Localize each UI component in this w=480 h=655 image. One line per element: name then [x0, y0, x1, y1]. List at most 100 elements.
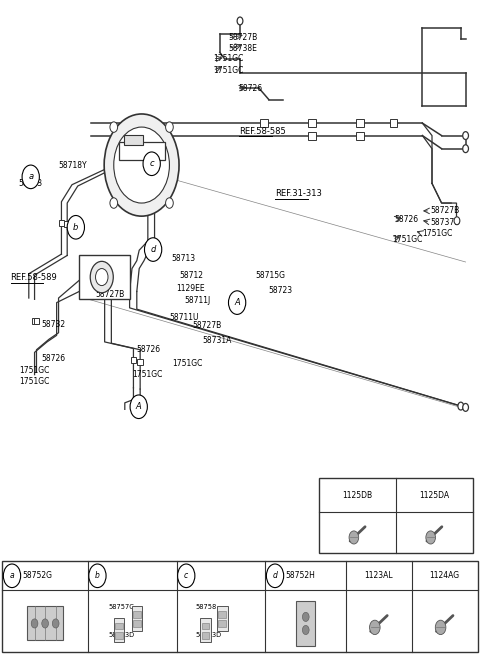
Text: REF.58-585: REF.58-585 — [239, 126, 286, 136]
Bar — [137, 359, 143, 364]
FancyBboxPatch shape — [319, 478, 473, 553]
Circle shape — [463, 145, 468, 153]
Circle shape — [266, 564, 284, 588]
Circle shape — [104, 114, 179, 216]
Bar — [261, 119, 268, 127]
Bar — [131, 358, 136, 363]
Circle shape — [130, 395, 147, 419]
Circle shape — [237, 17, 243, 25]
Text: 58753D: 58753D — [196, 631, 222, 637]
Text: 58752G: 58752G — [23, 571, 53, 580]
Bar — [218, 611, 226, 618]
Circle shape — [463, 403, 468, 411]
Text: 58723: 58723 — [268, 286, 292, 295]
Text: 58727B: 58727B — [228, 33, 258, 43]
Text: b: b — [73, 223, 79, 232]
Text: 58726: 58726 — [395, 215, 419, 224]
Text: a: a — [10, 571, 14, 580]
Circle shape — [349, 531, 359, 544]
Bar — [34, 318, 39, 324]
Text: 58738E: 58738E — [228, 44, 257, 53]
Bar — [59, 219, 64, 225]
Text: 58727B: 58727B — [431, 206, 460, 215]
Circle shape — [90, 261, 113, 293]
Circle shape — [166, 122, 173, 132]
Bar — [296, 601, 315, 646]
Text: d: d — [150, 245, 156, 254]
Bar — [202, 623, 209, 629]
Bar — [115, 632, 123, 639]
Bar — [202, 632, 209, 639]
Text: 58711J: 58711J — [184, 296, 211, 305]
Text: 58711U: 58711U — [169, 312, 199, 322]
Text: c: c — [184, 571, 188, 580]
Bar — [200, 618, 211, 643]
Text: 58726: 58726 — [238, 84, 262, 93]
Text: a: a — [28, 172, 33, 181]
Circle shape — [426, 531, 435, 544]
Text: 58713: 58713 — [171, 253, 195, 263]
FancyBboxPatch shape — [79, 255, 130, 299]
Circle shape — [3, 564, 21, 588]
Text: d: d — [273, 571, 277, 580]
Text: 58715G: 58715G — [256, 271, 286, 280]
Circle shape — [110, 198, 118, 208]
Circle shape — [67, 215, 84, 239]
Bar — [64, 221, 70, 227]
Circle shape — [42, 619, 48, 628]
Bar — [356, 132, 364, 140]
Circle shape — [110, 122, 118, 132]
Text: 58752H: 58752H — [286, 571, 315, 580]
Circle shape — [143, 152, 160, 176]
Bar — [115, 623, 123, 629]
Text: 58718Y: 58718Y — [59, 160, 87, 170]
Bar — [32, 318, 37, 324]
Text: b: b — [95, 571, 100, 580]
Circle shape — [89, 564, 106, 588]
Circle shape — [22, 165, 39, 189]
Circle shape — [435, 620, 446, 635]
Text: 58731A: 58731A — [202, 336, 231, 345]
Text: 1123AL: 1123AL — [365, 571, 393, 580]
Text: 1751GC: 1751GC — [213, 54, 243, 64]
Text: 1751GC: 1751GC — [132, 370, 163, 379]
Circle shape — [228, 291, 246, 314]
Bar — [309, 132, 316, 140]
Text: 58757C: 58757C — [108, 605, 134, 610]
Text: A: A — [234, 298, 240, 307]
Text: 58758: 58758 — [196, 605, 217, 610]
Text: 58727B: 58727B — [192, 321, 222, 330]
Text: 58423: 58423 — [18, 179, 42, 188]
Circle shape — [454, 217, 460, 225]
Circle shape — [166, 198, 173, 208]
Text: 1129EE: 1129EE — [177, 284, 205, 293]
Circle shape — [96, 269, 108, 286]
Circle shape — [302, 626, 309, 635]
Bar — [132, 606, 142, 631]
Circle shape — [370, 620, 380, 635]
Text: 1125DA: 1125DA — [420, 491, 449, 500]
Bar — [356, 119, 364, 127]
Text: REF.58-589: REF.58-589 — [11, 273, 57, 282]
Bar — [218, 620, 226, 627]
Text: 1751GC: 1751GC — [20, 365, 50, 375]
Circle shape — [31, 619, 38, 628]
Bar — [309, 119, 316, 127]
Bar — [27, 607, 63, 641]
Text: 58737D: 58737D — [431, 217, 461, 227]
Text: 1751GC: 1751GC — [172, 359, 203, 368]
Circle shape — [458, 402, 464, 410]
Text: c: c — [149, 159, 154, 168]
Bar — [114, 618, 124, 643]
Text: 58712: 58712 — [180, 271, 204, 280]
Text: 1751GC: 1751GC — [213, 66, 243, 75]
Circle shape — [463, 132, 468, 140]
Text: 1751GC: 1751GC — [20, 377, 50, 386]
Text: 1125DB: 1125DB — [343, 491, 372, 500]
Text: 58726: 58726 — [136, 345, 160, 354]
Bar — [133, 611, 141, 618]
Circle shape — [178, 564, 195, 588]
FancyBboxPatch shape — [119, 142, 165, 160]
Text: 58726: 58726 — [41, 354, 65, 364]
FancyBboxPatch shape — [2, 561, 478, 652]
